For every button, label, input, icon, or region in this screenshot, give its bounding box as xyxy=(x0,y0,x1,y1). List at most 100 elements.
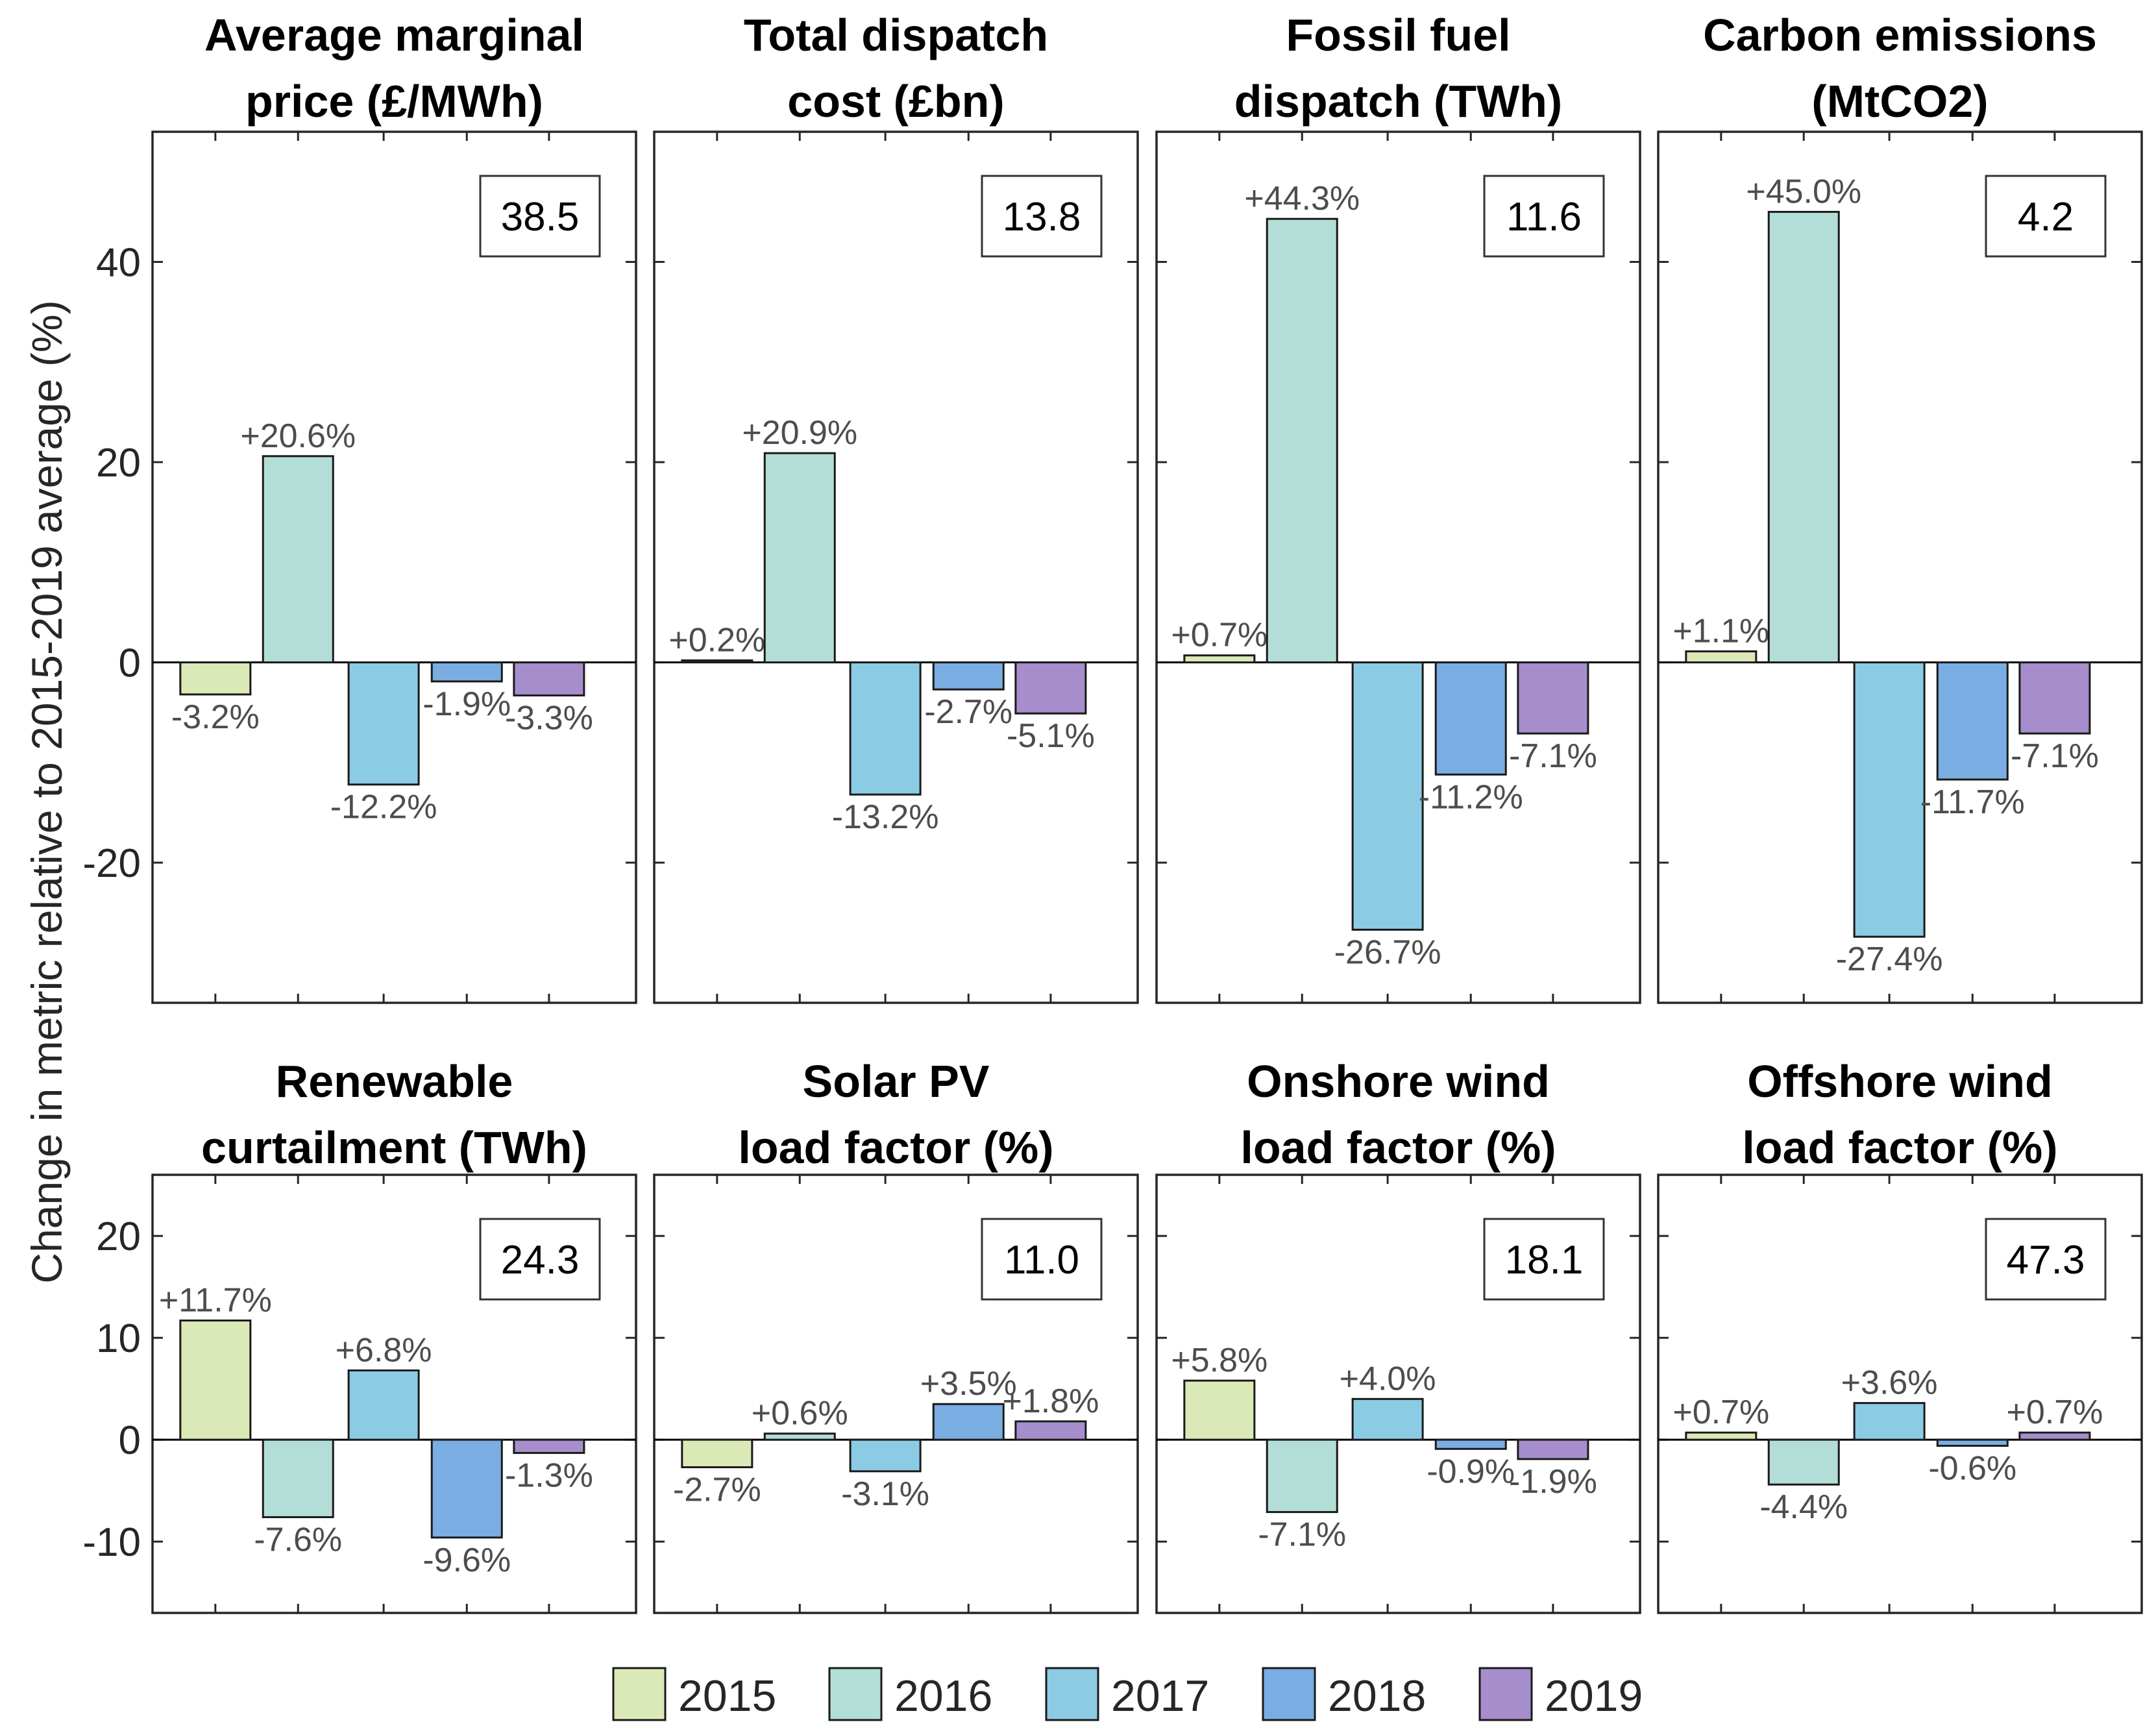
y-tick-label: 40 xyxy=(96,241,141,286)
axes-frame xyxy=(1155,1174,1641,1614)
panel-title-line-2: curtailment (TWh) xyxy=(201,1122,587,1173)
legend-label-2017: 2017 xyxy=(1111,1671,1209,1721)
legend-label-2019: 2019 xyxy=(1545,1671,1643,1721)
data-label-2016: +45.0% xyxy=(1746,173,1861,210)
panel-title-line-2: (MtCO2) xyxy=(1811,76,1988,127)
panel-title-line-1: Onshore wind xyxy=(1247,1056,1550,1107)
baseline-value-box xyxy=(981,1218,1103,1301)
data-label-2017: +6.8% xyxy=(336,1331,432,1369)
bar-2017 xyxy=(347,661,420,786)
bar-2015 xyxy=(1183,654,1256,664)
data-label-2017: +3.6% xyxy=(1841,1364,1938,1402)
axes-frame xyxy=(1155,130,1641,1004)
data-label-2019: -7.1% xyxy=(2011,737,2099,775)
bar-2019 xyxy=(513,1438,585,1455)
data-label-2015: +1.1% xyxy=(1672,613,1769,650)
baseline-value: 24.3 xyxy=(501,1238,580,1283)
bar-2015 xyxy=(179,1319,252,1441)
bar-2019 xyxy=(2018,661,2091,735)
chart-panel-7: Onshore wind load factor (%) +5.8% -7.1% +4.… xyxy=(1155,1056,1641,1614)
legend-label-2018: 2018 xyxy=(1328,1671,1426,1721)
baseline-value: 4.2 xyxy=(2018,195,2074,240)
bar-2019 xyxy=(1517,661,1589,735)
panels-group: Average marginal price (£/MWh) 40 20 0 -20 -3.… xyxy=(82,10,2143,1614)
axes-frame xyxy=(1657,130,2143,1004)
chart-panel-5: Renewable curtailment (TWh) 20 10 0 -10 +11.7%… xyxy=(82,1056,637,1614)
panel-title-line-2: load factor (%) xyxy=(1742,1122,2057,1173)
data-label-2019: -1.3% xyxy=(505,1457,593,1495)
baseline-value-box xyxy=(1985,175,2107,258)
bar-2017 xyxy=(1351,661,1424,931)
baseline-value-box xyxy=(1483,175,1605,258)
legend-entry-2016: 2016 xyxy=(828,1667,992,1721)
legend-entry-2017: 2017 xyxy=(1045,1667,1209,1721)
bar-2017 xyxy=(347,1369,420,1441)
panel-title-line-2: dispatch (TWh) xyxy=(1234,76,1562,127)
baseline-value: 11.6 xyxy=(1506,195,1582,240)
y-tick-label: 0 xyxy=(119,641,141,686)
data-label-2016: -7.6% xyxy=(254,1521,342,1558)
bar-2017 xyxy=(1351,1397,1424,1441)
data-label-2016: +20.6% xyxy=(240,417,356,455)
panel-title-line-1: Solar PV xyxy=(803,1056,990,1107)
panel-title-line-1: Average marginal xyxy=(204,10,584,60)
bar-2019 xyxy=(2018,1431,2091,1441)
bar-2017 xyxy=(1853,1402,1926,1441)
baseline-value: 47.3 xyxy=(2007,1238,2085,1283)
panel-title-line-2: load factor (%) xyxy=(738,1122,1053,1173)
data-label-2019: +1.8% xyxy=(1002,1383,1099,1420)
bar-2016 xyxy=(262,455,334,664)
bar-2015 xyxy=(681,659,753,664)
chart-panel-2: Total dispatch cost (£bn) +0.2% +20.9% -13.2… xyxy=(653,10,1139,1004)
bar-2019 xyxy=(1014,1420,1087,1441)
baseline-value: 38.5 xyxy=(501,195,580,240)
panel-title-line-1: Carbon emissions xyxy=(1703,10,2097,60)
data-label-2015: +0.7% xyxy=(1672,1394,1769,1431)
bar-2018 xyxy=(1936,661,2009,781)
data-label-2017: -27.4% xyxy=(1836,940,1943,978)
data-label-2015: +0.2% xyxy=(668,621,765,659)
bar-2017 xyxy=(849,1438,922,1473)
y-tick-label: -10 xyxy=(82,1520,141,1565)
axes-frame xyxy=(653,130,1139,1004)
bar-2017 xyxy=(849,661,922,796)
bar-2016 xyxy=(1266,217,1338,664)
panel-title-line-2: price (£/MWh) xyxy=(245,76,543,127)
bar-2016 xyxy=(1767,1438,1840,1486)
legend-swatch-2017 xyxy=(1045,1667,1099,1721)
data-label-2017: -12.2% xyxy=(330,789,437,826)
bar-2015 xyxy=(681,1438,753,1469)
bar-2019 xyxy=(1014,661,1087,715)
bar-2018 xyxy=(932,661,1005,691)
data-label-2019: +0.7% xyxy=(2006,1394,2103,1431)
bar-2015 xyxy=(1685,1431,1758,1441)
data-label-2018: -1.9% xyxy=(423,685,511,723)
data-label-2016: +44.3% xyxy=(1244,180,1360,217)
legend-swatch-2015 xyxy=(612,1667,667,1721)
y-tick-label: 20 xyxy=(96,441,141,485)
data-label-2018: -2.7% xyxy=(924,693,1012,731)
bar-2015 xyxy=(1685,650,1758,664)
chart-panel-6: Solar PV load factor (%) -2.7% +0.6% -3.1% +3… xyxy=(653,1056,1139,1614)
bar-2019 xyxy=(513,661,585,696)
baseline-value: 11.0 xyxy=(1004,1238,1079,1283)
panel-title-line-1: Renewable xyxy=(276,1056,513,1107)
bar-2018 xyxy=(430,661,503,683)
y-tick-label: 0 xyxy=(119,1418,141,1463)
data-label-2015: -2.7% xyxy=(673,1471,761,1509)
legend-swatch-2019 xyxy=(1478,1667,1533,1721)
y-tick-label: -20 xyxy=(82,841,141,886)
data-label-2019: -7.1% xyxy=(1509,737,1597,775)
axes-frame xyxy=(151,130,637,1004)
data-label-2017: -13.2% xyxy=(832,798,939,836)
y-tick-label: 20 xyxy=(96,1214,141,1259)
data-label-2016: +0.6% xyxy=(752,1395,848,1432)
data-label-2017: +4.0% xyxy=(1340,1360,1436,1397)
data-label-2015: +0.7% xyxy=(1171,617,1268,654)
panel-title-line-2: load factor (%) xyxy=(1240,1122,1556,1173)
bar-2016 xyxy=(1266,1438,1338,1514)
legend-label-2016: 2016 xyxy=(894,1671,992,1721)
axes-frame xyxy=(151,1174,637,1614)
data-label-2015: +5.8% xyxy=(1171,1342,1268,1379)
